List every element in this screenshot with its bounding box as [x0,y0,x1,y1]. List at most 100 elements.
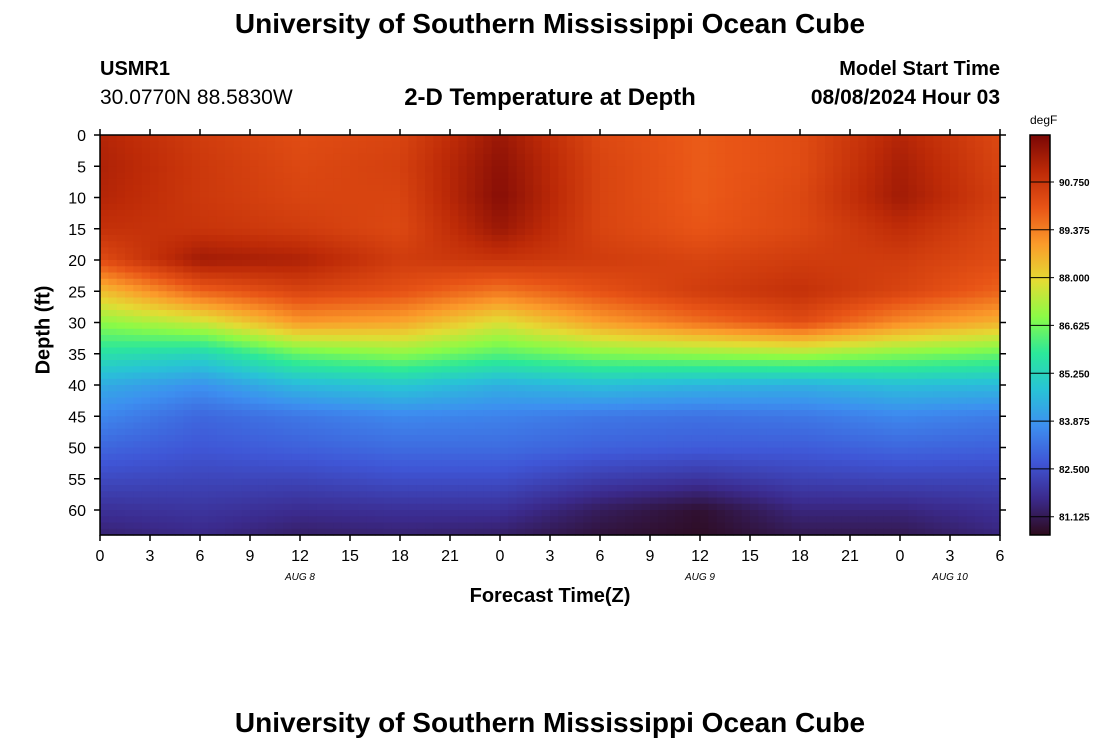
heatmap-cell [458,378,468,386]
heatmap-cell [750,316,759,324]
heatmap-cell [433,235,443,242]
heatmap-cell [308,366,318,374]
heatmap-cell [533,241,543,249]
heatmap-cell [583,266,593,274]
heatmap-cell [925,360,934,367]
heatmap-cell [400,191,409,199]
heatmap-cell [116,310,126,317]
heatmap-cell [316,160,326,167]
heatmap-cell [850,403,859,411]
heatmap-cell [641,335,651,342]
heatmap-cell [425,353,434,361]
heatmap-cell [341,191,351,199]
heatmap-cell [108,166,118,174]
heatmap-cell [691,160,701,167]
heatmap-cell [141,210,151,217]
heatmap-cell [883,191,893,199]
heatmap-cell [908,272,918,280]
heatmap-cell [541,353,551,361]
heatmap-cell [991,160,1001,167]
heatmap-cell [866,385,876,392]
heatmap-cell [583,416,593,424]
heatmap-cell [183,378,193,386]
heatmap-cell [258,328,268,336]
heatmap-cell [466,247,476,255]
heatmap-cell [575,141,584,149]
heatmap-cell [808,216,818,224]
heatmap-cell [466,278,476,286]
heatmap-cell [933,316,943,324]
heatmap-cell [650,322,659,330]
heatmap-cell [458,178,468,186]
heatmap-cell [575,291,584,299]
heatmap-cell [333,228,343,236]
heatmap-cell [116,216,126,224]
heatmap-cell [366,203,376,211]
heatmap-cell [291,203,301,211]
heatmap-cell [108,222,118,230]
heatmap-cell [166,160,176,167]
heatmap-cell [858,347,868,355]
heatmap-cell [900,185,909,192]
heatmap-cell [666,341,676,349]
heatmap-cell [175,416,184,424]
heatmap-cell [833,203,843,211]
heatmap-cell [550,172,559,180]
heatmap-cell [883,353,893,361]
heatmap-cell [566,297,576,305]
heatmap-cell [408,235,418,242]
heatmap-cell [558,141,568,149]
heatmap-cell [241,291,251,299]
heatmap-cell [583,241,593,249]
heatmap-cell [475,241,484,249]
heatmap-cell [716,353,726,361]
heatmap-cell [791,391,801,399]
heatmap-cell [191,266,201,274]
heatmap-cell [350,328,359,336]
heatmap-cell [525,391,534,399]
heatmap-cell [116,241,126,249]
heatmap-cell [208,341,218,349]
heatmap-cell [983,222,993,230]
heatmap-cell [125,335,134,342]
heatmap-cell [491,191,501,199]
heatmap-cell [533,185,543,192]
heatmap-cell [358,385,368,392]
heatmap-cell [583,410,593,417]
heatmap-cell [466,241,476,249]
heatmap-cell [358,360,368,367]
heatmap-cell [200,153,209,161]
heatmap-cell [625,347,634,355]
heatmap-cell [650,235,659,242]
heatmap-cell [275,135,284,142]
heatmap-cell [316,397,326,405]
heatmap-cell [458,278,468,286]
heatmap-cell [625,191,634,199]
heatmap-cell [575,235,584,242]
heatmap-cell [200,341,209,349]
heatmap-cell [366,303,376,311]
heatmap-cell [491,297,501,305]
heatmap-cell [808,385,818,392]
heatmap-cell [816,378,826,386]
heatmap-cell [408,160,418,167]
heatmap-cell [891,366,901,374]
heatmap-cell [416,416,426,424]
heatmap-cell [716,303,726,311]
heatmap-cell [983,172,993,180]
heatmap-cell [875,185,884,192]
heatmap-cell [158,291,168,299]
heatmap-cell [191,328,201,336]
heatmap-cell [491,185,501,192]
heatmap-cell [591,141,601,149]
heatmap-cell [175,197,184,205]
heatmap-cell [541,385,551,392]
heatmap-cell [350,285,359,292]
heatmap-cell [908,310,918,317]
heatmap-cell [433,391,443,399]
heatmap-cell [458,197,468,205]
heatmap-cell [275,266,284,274]
heatmap-cell [500,147,509,155]
heatmap-cell [241,185,251,192]
heatmap-cell [275,360,284,367]
